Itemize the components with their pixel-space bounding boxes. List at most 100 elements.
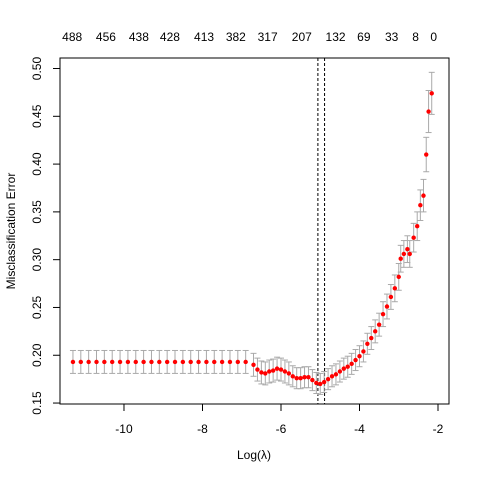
point bbox=[196, 359, 201, 365]
y-tick-label: 0.30 bbox=[30, 248, 44, 272]
top-tick-label: 317 bbox=[258, 30, 278, 44]
x-axis-title: Log(λ) bbox=[237, 448, 271, 462]
x-tick-label: -2 bbox=[433, 422, 444, 436]
top-tick-label: 69 bbox=[357, 30, 371, 44]
point bbox=[86, 359, 91, 365]
top-tick-label: 8 bbox=[412, 30, 419, 44]
y-axis-title: Misclassification Error bbox=[4, 173, 18, 290]
point bbox=[318, 381, 323, 387]
point bbox=[353, 357, 358, 363]
top-tick-label: 413 bbox=[194, 30, 214, 44]
point bbox=[421, 193, 426, 198]
point bbox=[278, 367, 284, 372]
point bbox=[426, 109, 431, 114]
y-tick-label: 0.40 bbox=[30, 152, 44, 176]
point bbox=[298, 375, 303, 381]
x-tick-label: -4 bbox=[354, 422, 365, 436]
y-tick-label: 0.35 bbox=[30, 200, 44, 224]
point bbox=[125, 359, 131, 365]
point bbox=[294, 375, 299, 381]
point bbox=[396, 274, 401, 280]
point bbox=[369, 335, 374, 341]
point bbox=[149, 359, 154, 365]
point bbox=[164, 359, 170, 365]
point bbox=[380, 311, 386, 317]
point bbox=[314, 380, 319, 386]
top-tick-label: 428 bbox=[160, 30, 180, 44]
point bbox=[227, 359, 233, 365]
top-tick-label: 207 bbox=[292, 30, 312, 44]
point bbox=[361, 349, 366, 354]
point bbox=[188, 359, 193, 365]
point bbox=[286, 371, 292, 376]
point bbox=[94, 359, 99, 365]
point bbox=[357, 354, 362, 359]
point bbox=[251, 362, 256, 368]
y-tick-label: 0.25 bbox=[30, 295, 44, 319]
y-tick-label: 0.20 bbox=[30, 343, 44, 367]
x-tick-label: -6 bbox=[276, 422, 287, 436]
point bbox=[418, 202, 423, 208]
x-tick-label: -8 bbox=[197, 422, 208, 436]
top-tick-label: 456 bbox=[96, 30, 116, 44]
point bbox=[117, 359, 123, 365]
point bbox=[180, 359, 186, 365]
top-tick-label: 382 bbox=[226, 30, 246, 44]
point bbox=[349, 361, 354, 367]
point bbox=[321, 379, 327, 385]
point bbox=[415, 224, 420, 229]
point bbox=[282, 369, 288, 374]
point bbox=[401, 251, 407, 257]
point bbox=[333, 372, 339, 377]
point bbox=[204, 359, 209, 365]
point bbox=[424, 152, 429, 157]
point bbox=[373, 329, 378, 334]
point bbox=[341, 366, 347, 371]
point bbox=[407, 251, 412, 257]
plot-box bbox=[59, 57, 450, 405]
point bbox=[302, 375, 307, 380]
point bbox=[388, 294, 394, 300]
point bbox=[133, 359, 138, 365]
point bbox=[110, 359, 115, 365]
y-tick-label: 0.15 bbox=[30, 391, 44, 415]
point bbox=[219, 359, 225, 365]
top-tick-label: 0 bbox=[430, 30, 437, 44]
point bbox=[290, 374, 295, 379]
point bbox=[337, 369, 343, 374]
point bbox=[243, 359, 248, 365]
point bbox=[329, 374, 335, 379]
point bbox=[267, 369, 272, 374]
point bbox=[345, 364, 350, 369]
point bbox=[263, 371, 268, 376]
point bbox=[392, 286, 398, 291]
point bbox=[102, 359, 107, 365]
point bbox=[259, 370, 264, 375]
point bbox=[310, 377, 315, 383]
point bbox=[376, 322, 382, 327]
y-tick-label: 0.45 bbox=[30, 104, 44, 128]
top-tick-label: 488 bbox=[62, 30, 82, 44]
point bbox=[157, 359, 162, 365]
point bbox=[212, 359, 217, 365]
y-tick-label: 0.50 bbox=[30, 57, 44, 81]
point bbox=[141, 359, 146, 365]
point bbox=[270, 368, 276, 373]
point bbox=[70, 359, 76, 365]
point bbox=[398, 256, 403, 261]
point bbox=[411, 235, 416, 240]
point bbox=[78, 359, 84, 365]
top-tick-label: 438 bbox=[129, 30, 149, 44]
point bbox=[325, 376, 331, 382]
top-tick-label: 33 bbox=[385, 30, 399, 44]
point bbox=[365, 341, 370, 346]
point bbox=[405, 246, 410, 252]
point bbox=[306, 375, 311, 380]
point bbox=[255, 367, 260, 372]
point bbox=[172, 359, 178, 365]
x-tick-label: -10 bbox=[115, 422, 133, 436]
point bbox=[274, 366, 280, 371]
point bbox=[429, 91, 434, 96]
top-tick-label: 132 bbox=[326, 30, 346, 44]
